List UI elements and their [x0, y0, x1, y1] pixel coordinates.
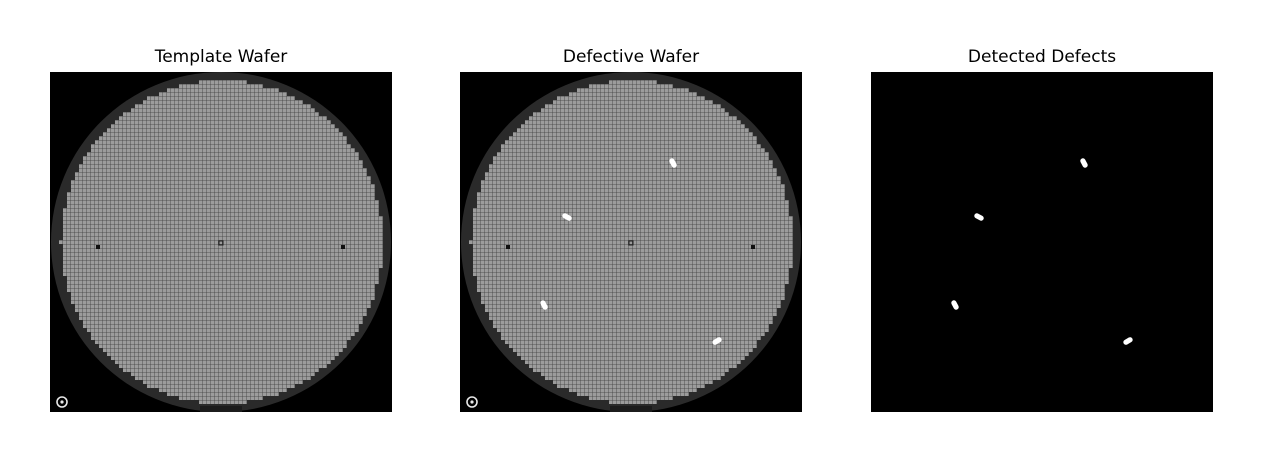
defect-blob [951, 300, 959, 310]
panel-title-template-wafer: Template Wafer [154, 47, 288, 67]
template-wafer-image [50, 72, 392, 412]
panel-detected-defects: Detected Defects [871, 0, 1213, 462]
defect-blob [1080, 158, 1088, 168]
defect-blob [669, 158, 677, 168]
alignment-mark [96, 245, 100, 249]
panel-title-defective-wafer: Defective Wafer [562, 47, 700, 67]
panel-title-detected-defects: Detected Defects [967, 47, 1117, 67]
alignment-mark [341, 245, 345, 249]
fiducial-icon [466, 396, 478, 408]
defect-blob [562, 213, 572, 221]
wafer-notch [610, 406, 652, 412]
defect-blob [974, 213, 984, 221]
panel-template-wafer: Template Wafer [50, 0, 392, 462]
wafer-notch [200, 406, 242, 412]
alignment-mark [506, 245, 510, 249]
die-grid [59, 80, 383, 404]
defective-wafer-image [460, 72, 802, 412]
mask-svg [871, 72, 1213, 412]
alignment-mark [751, 245, 755, 249]
wafer-svg [460, 72, 802, 412]
center-mark [218, 240, 224, 246]
defect-blob [1123, 337, 1133, 345]
detected-defects-mask-image [871, 72, 1213, 412]
die-grid [469, 80, 793, 404]
panel-defective-wafer: Defective Wafer [460, 0, 802, 462]
defect-blob [712, 337, 722, 345]
defect-blob [540, 300, 548, 310]
wafer-svg [50, 72, 392, 412]
center-mark [628, 240, 634, 246]
fiducial-icon [56, 396, 68, 408]
